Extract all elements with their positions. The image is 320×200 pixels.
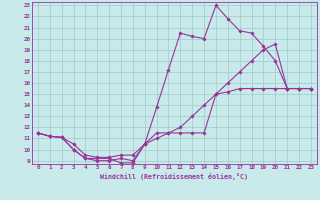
X-axis label: Windchill (Refroidissement éolien,°C): Windchill (Refroidissement éolien,°C): [100, 173, 248, 180]
